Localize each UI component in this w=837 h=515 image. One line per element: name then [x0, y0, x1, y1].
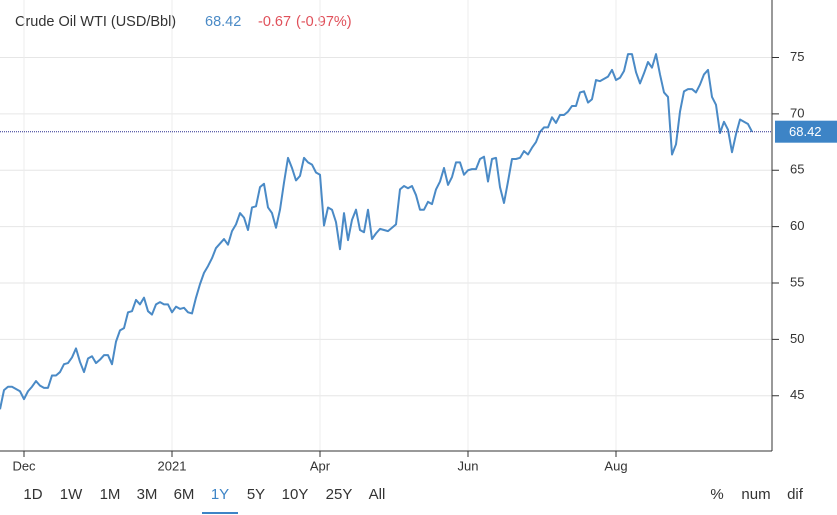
mode-button[interactable]: num — [741, 486, 770, 503]
y-tick-label: 70 — [790, 105, 804, 120]
price-badge-label: 68.42 — [789, 124, 822, 139]
range-button[interactable]: 1W — [60, 486, 83, 503]
y-tick-label: 45 — [790, 387, 804, 402]
mode-button[interactable]: % — [710, 486, 723, 503]
change-percent: (-0.97%) — [296, 14, 352, 30]
mode-button[interactable]: dif — [787, 486, 804, 503]
range-button[interactable]: 6M — [174, 486, 195, 503]
x-tick-label: Apr — [310, 458, 331, 473]
range-button[interactable]: 1M — [100, 486, 121, 503]
y-tick-label: 65 — [790, 162, 804, 177]
range-button[interactable]: 1Y — [211, 486, 229, 503]
chart-title: Crude Oil WTI (USD/Bbl) — [15, 14, 176, 30]
y-tick-label: 60 — [790, 218, 804, 233]
change: -0.67 — [258, 14, 291, 30]
price: 68.42 — [205, 14, 241, 30]
range-button[interactable]: 10Y — [282, 486, 309, 503]
y-tick-label: 75 — [790, 49, 804, 64]
price-badge — [775, 120, 837, 143]
price-line — [0, 53, 753, 410]
range-button[interactable]: 5Y — [247, 486, 265, 503]
x-tick-label: Jun — [458, 458, 479, 473]
x-tick-label: Aug — [604, 458, 627, 473]
y-tick-label: 55 — [790, 274, 804, 289]
range-button[interactable]: 1D — [23, 486, 42, 503]
range-button[interactable]: All — [369, 486, 386, 503]
range-button[interactable]: 25Y — [326, 486, 353, 503]
y-tick-label: 50 — [790, 331, 804, 346]
x-tick-label: Dec — [12, 458, 36, 473]
range-button[interactable]: 3M — [137, 486, 158, 503]
x-tick-label: 2021 — [158, 458, 187, 473]
range-selected-underline — [202, 512, 238, 514]
